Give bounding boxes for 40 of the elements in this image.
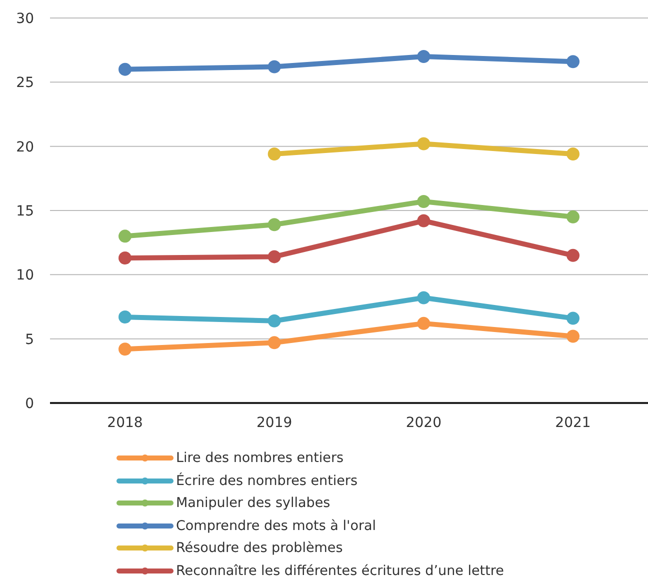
- point: [118, 342, 132, 356]
- legend-label: Comprendre des mots à l'oral: [176, 518, 376, 534]
- legend-label: Écrire des nombres entiers: [176, 472, 358, 489]
- point: [118, 310, 132, 324]
- y-tick-label: 20: [16, 139, 34, 156]
- point: [268, 314, 281, 328]
- x-tick-label: 2020: [406, 414, 442, 431]
- point: [417, 137, 430, 150]
- point: [268, 218, 281, 232]
- point: [566, 312, 580, 325]
- y-tick-label: 15: [16, 203, 34, 220]
- point: [118, 230, 132, 243]
- y-tick-label: 5: [25, 332, 34, 348]
- point: [566, 148, 580, 161]
- x-tick-label: 2019: [256, 414, 292, 431]
- legend-label: Lire des nombres entiers: [176, 450, 344, 466]
- y-tick-label: 0: [25, 396, 34, 412]
- point: [566, 210, 580, 224]
- point: [566, 248, 580, 262]
- legend-label: Reconnaître les différentes écritures d’une lettre: [176, 562, 504, 579]
- point: [566, 330, 580, 343]
- point: [566, 55, 580, 68]
- y-tick-label: 10: [16, 268, 34, 284]
- point: [417, 316, 430, 330]
- point: [417, 50, 430, 63]
- point: [268, 336, 281, 350]
- point: [268, 250, 281, 264]
- point: [417, 214, 430, 228]
- x-tick-label: 2021: [555, 414, 591, 431]
- x-tick-label: 2018: [107, 414, 143, 431]
- point: [268, 60, 281, 74]
- point: [417, 291, 430, 304]
- legend-label: Manipuler des syllabes: [176, 495, 330, 512]
- point: [118, 251, 132, 264]
- y-tick-label: 30: [16, 10, 34, 27]
- point: [268, 148, 281, 161]
- legend-label: Résoudre des problèmes: [176, 540, 343, 556]
- point: [118, 62, 132, 76]
- point: [417, 195, 430, 208]
- y-tick-label: 25: [16, 75, 34, 92]
